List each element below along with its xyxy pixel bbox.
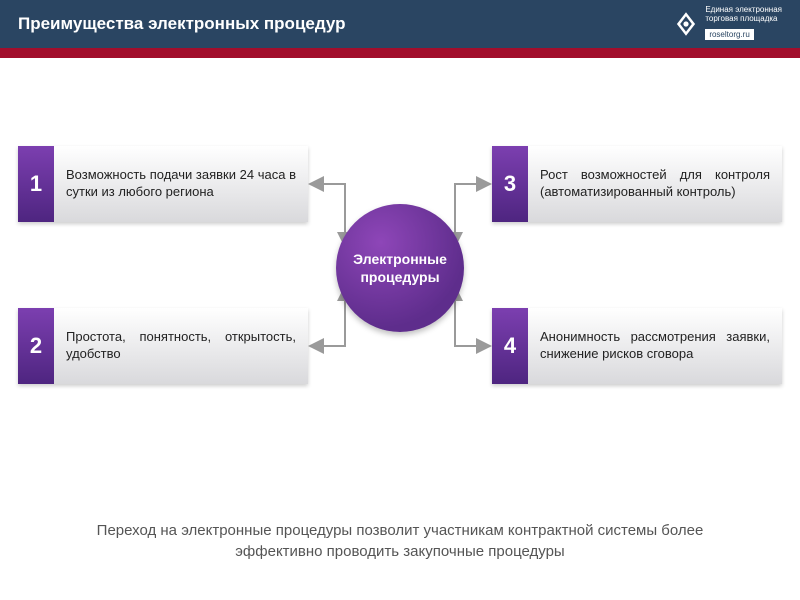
box-text-3: Рост возможностей для контроля (автомати… xyxy=(528,146,782,222)
logo-text-block: Единая электронная торговая площадка ros… xyxy=(705,6,782,42)
info-box-2: 2 Простота, понятность, открытость, удоб… xyxy=(18,308,308,384)
center-circle: Электронные процедуры xyxy=(336,204,464,332)
diagram-area: Электронные процедуры 1 Возможность пода… xyxy=(0,58,800,478)
footer-text: Переход на электронные процедуры позволи… xyxy=(0,520,800,562)
badge-2: 2 xyxy=(18,308,54,384)
info-box-1: 1 Возможность подачи заявки 24 часа в су… xyxy=(18,146,308,222)
info-box-3: 3 Рост возможностей для контроля (автома… xyxy=(492,146,782,222)
badge-3: 3 xyxy=(492,146,528,222)
box-text-4: Анонимность рассмотрения заявки, снижени… xyxy=(528,308,782,384)
box-text-1: Возможность подачи заявки 24 часа в сутк… xyxy=(54,146,308,222)
logo-text-line2: торговая площадка xyxy=(705,15,782,24)
box-text-2: Простота, понятность, открытость, удобст… xyxy=(54,308,308,384)
logo-icon xyxy=(673,11,699,37)
info-box-4: 4 Анонимность рассмотрения заявки, сниже… xyxy=(492,308,782,384)
header: Преимущества электронных процедур Единая… xyxy=(0,0,800,48)
center-label: Электронные процедуры xyxy=(346,250,454,286)
badge-4: 4 xyxy=(492,308,528,384)
accent-bar xyxy=(0,48,800,58)
logo-url: roseltorg.ru xyxy=(705,29,753,40)
page-title: Преимущества электронных процедур xyxy=(18,14,345,34)
logo: Единая электронная торговая площадка ros… xyxy=(673,6,782,42)
badge-1: 1 xyxy=(18,146,54,222)
